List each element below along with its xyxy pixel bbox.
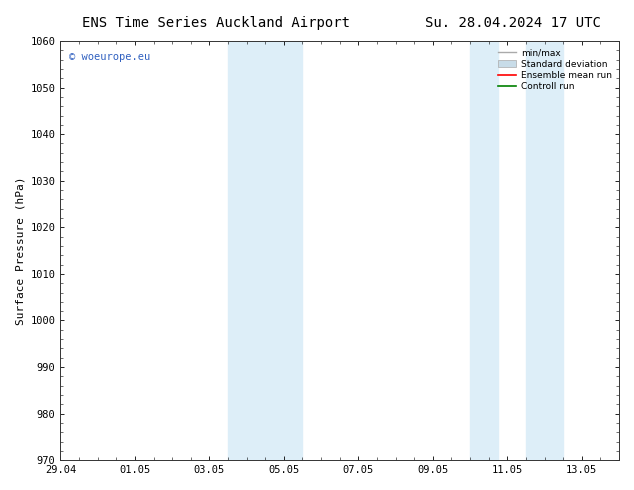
Y-axis label: Surface Pressure (hPa): Surface Pressure (hPa)	[15, 176, 25, 325]
Bar	[526, 41, 563, 460]
Bar	[228, 41, 256, 460]
Bar	[256, 41, 302, 460]
Legend: min/max, Standard deviation, Ensemble mean run, Controll run: min/max, Standard deviation, Ensemble me…	[496, 46, 614, 94]
Text: © woeurope.eu: © woeurope.eu	[69, 51, 150, 62]
Text: ENS Time Series Auckland Airport: ENS Time Series Auckland Airport	[82, 16, 351, 30]
Text: Su. 28.04.2024 17 UTC: Su. 28.04.2024 17 UTC	[425, 16, 600, 30]
Bar	[470, 41, 498, 460]
